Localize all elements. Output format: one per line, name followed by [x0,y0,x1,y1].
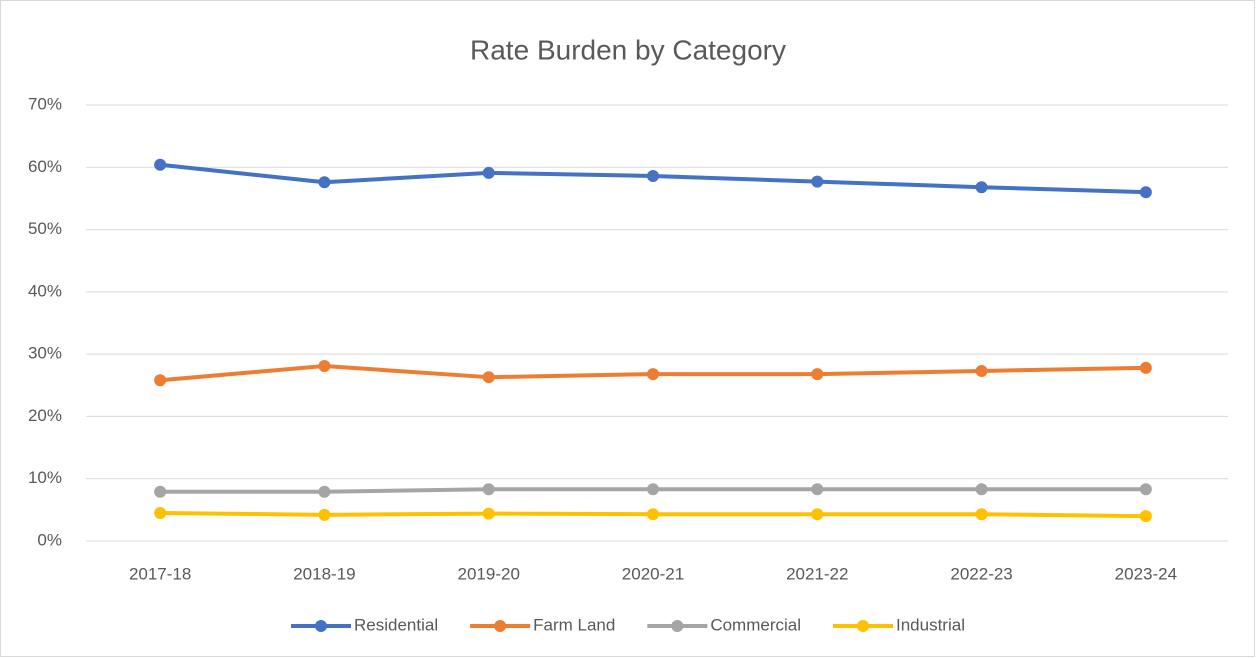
point [318,485,331,498]
legend-label: Industrial [896,615,965,634]
y-tick-label: 20% [28,406,62,425]
legend-label: Residential [354,615,438,634]
point [318,508,331,521]
x-tick-label: 2021-22 [786,564,848,583]
point [154,506,167,519]
y-tick-label: 70% [28,94,62,113]
point [811,368,824,381]
y-tick-label: 50% [28,219,62,238]
chart-title: Rate Burden by Category [470,34,786,65]
point [154,485,167,498]
point [647,483,659,496]
point [482,371,495,384]
point [318,359,331,372]
legend-marker [494,620,507,632]
x-tick-label: 2022-23 [950,564,1012,583]
point [154,374,167,387]
point [811,508,824,521]
point [811,175,824,188]
point [482,166,495,179]
legend-marker [671,620,684,632]
point [482,507,495,520]
x-tick-label: 2017-18 [129,564,191,583]
y-tick-label: 0% [37,530,62,549]
y-tick-label: 60% [28,157,62,176]
point [1139,483,1152,496]
point [1139,186,1152,199]
x-tick-label: 2019-20 [458,564,520,583]
point [318,176,331,189]
point [1139,361,1152,374]
legend-marker [315,620,328,632]
x-tick-label: 2018-19 [293,564,355,583]
point [975,364,988,377]
x-tick-label: 2023-24 [1115,564,1177,583]
point [647,170,659,183]
legend-label: Commercial [710,615,801,634]
point [647,368,659,381]
point [154,158,167,171]
point [975,483,988,496]
y-tick-label: 30% [28,344,62,363]
point [1139,510,1152,523]
point [975,508,988,521]
x-tick-label: 2020-21 [622,564,684,583]
point [647,508,659,521]
point [975,181,988,194]
legend-marker [857,620,870,632]
y-tick-label: 10% [28,468,62,487]
y-tick-label: 40% [28,281,62,300]
legend-label: Farm Land [533,615,615,634]
point [811,483,824,496]
point [482,483,495,496]
